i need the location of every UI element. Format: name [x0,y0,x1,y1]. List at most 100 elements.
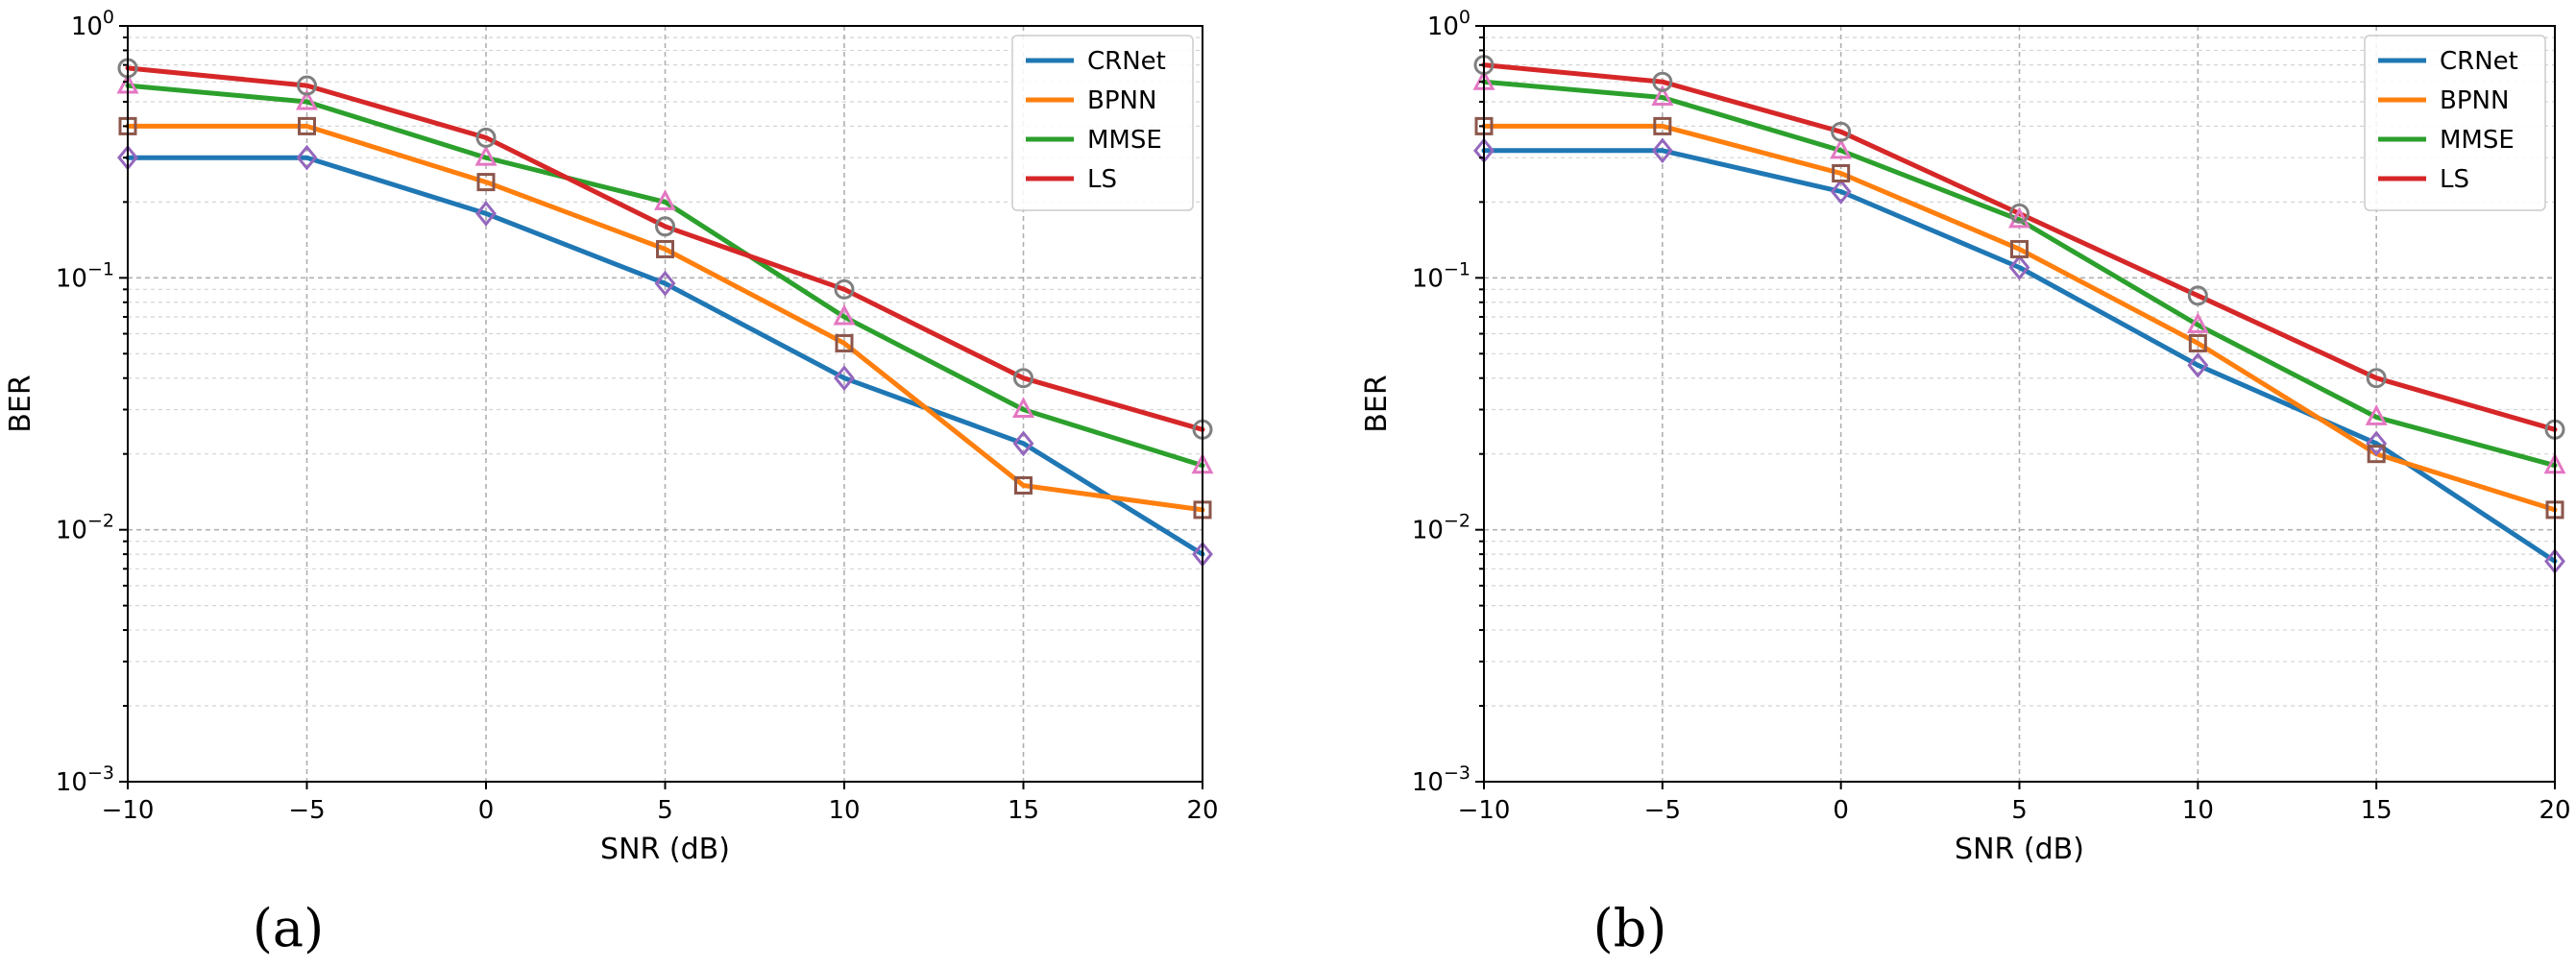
data-point-crnet [1830,179,1852,205]
data-point-crnet [1012,430,1034,457]
x-tick-label: 0 [1833,796,1849,825]
y-axis: 100 10−1 10−2 10−3 BER [4,7,128,797]
x-tick-label: 20 [1186,796,1218,825]
y-tick-label: 10−1 [56,258,114,293]
data-point-mmse [296,88,318,110]
series-line-crnet [125,155,1205,557]
series-mmse [1481,79,2558,469]
series-line-mmse [125,83,1205,469]
x-axis-label: SNR (dB) [600,833,730,866]
series-line-mmse [1481,79,2558,469]
x-tick-label: 5 [657,796,673,825]
data-point-ls [1013,368,1033,389]
y-tick-label: 10−2 [56,511,114,545]
data-point-bpnn [1832,163,1851,182]
series-crnet [125,155,1205,557]
series-line-ls [125,65,1205,432]
data-point-bpnn [835,333,854,352]
series-line-bpnn [125,123,1205,513]
legend-entry-bpnn: BPNN [2440,86,2509,115]
series-line-ls [1481,62,2558,432]
legend-entry-crnet: CRNet [1087,47,1166,76]
data-point-mmse [2008,206,2030,229]
x-tick-label: −10 [1458,796,1511,825]
panel-caption: (a) [253,898,324,958]
data-point-crnet [2008,254,2030,280]
y-axis-label: BER [4,375,37,432]
series-bpnn [125,123,1205,513]
x-tick-label: 20 [2539,796,2570,825]
x-tick-label: −5 [288,796,325,825]
data-point-crnet [475,200,497,227]
series-ls [125,65,1205,432]
data-point-mmse [654,189,676,210]
markers-mmse [1472,68,2566,474]
legend-entry-mmse: MMSE [1087,126,1162,155]
data-point-bpnn [476,173,496,192]
legend-entry-crnet: CRNet [2440,47,2518,76]
legend-entry-mmse: MMSE [2440,126,2515,155]
legend-entry-bpnn: BPNN [1087,86,1156,115]
series-line-crnet [1481,148,2558,564]
data-point-ls [475,127,497,148]
legend-entry-ls: LS [1087,165,1117,194]
x-axis: −10 −5 0 5 10 15 20 SNR (dB) [1458,782,2571,866]
x-tick-label: 15 [1008,796,1039,825]
data-point-ls [297,75,317,96]
data-point-bpnn [298,116,316,135]
x-axis-label: SNR (dB) [1955,833,2084,866]
legend: CRNet BPNN MMSE LS [2364,35,2546,211]
series-mmse [125,83,1205,469]
data-point-mmse [1651,85,1674,107]
panel-caption: (b) [1593,898,1667,958]
x-tick-label: 0 [478,796,495,825]
y-tick-label: 10−3 [1412,762,1470,797]
data-point-bpnn [1653,116,1672,135]
chart-panel-1: −10 −5 0 5 10 15 20 SNR (dB) 100 10−1 10−2 10−3 BER C… [4,7,1219,958]
data-point-mmse [1012,397,1034,419]
x-tick-label: 15 [2361,796,2393,825]
data-point-ls [1652,71,1673,92]
y-tick-label: 10−1 [1412,258,1470,293]
y-tick-label: 100 [1427,7,1470,41]
data-point-bpnn [2188,333,2207,352]
x-tick-label: −10 [102,796,155,825]
data-point-ls [655,216,675,237]
data-point-ls [2187,285,2208,306]
data-point-ls [834,278,855,300]
series-crnet [1481,148,2558,564]
y-tick-label: 10−3 [56,762,114,797]
data-point-crnet [834,365,855,392]
data-point-crnet [654,270,676,297]
data-point-crnet [296,144,318,171]
legend-box [1011,35,1194,211]
data-point-mmse [833,303,856,326]
legend-entry-ls: LS [2440,165,2469,194]
chart-panel-2: −10 −5 0 5 10 15 20 SNR (dB) 100 10−1 10−2 10−3 BER C… [1360,7,2571,958]
data-point-mmse [2186,312,2209,333]
y-tick-label: 10−2 [1412,511,1470,545]
data-point-ls [2366,368,2387,389]
y-axis: 100 10−1 10−2 10−3 BER [1360,7,1484,797]
data-point-mmse [2365,404,2388,425]
data-point-crnet [1651,137,1673,164]
x-tick-label: 10 [2182,796,2214,825]
data-point-bpnn [2367,445,2386,464]
data-point-mmse [1830,137,1853,159]
data-point-bpnn [1014,475,1033,495]
data-point-mmse [474,144,498,166]
data-point-ls [2009,203,2029,224]
data-point-crnet [2366,430,2388,457]
data-point-crnet [2187,351,2209,378]
x-axis: −10 −5 0 5 10 15 20 SNR (dB) [102,782,1219,866]
legend-box [2364,35,2546,211]
data-point-ls [1831,121,1852,142]
y-axis-label: BER [1360,375,1394,432]
x-tick-label: 5 [2011,796,2028,825]
legend: CRNet BPNN MMSE LS [1011,35,1194,211]
x-tick-label: 10 [828,796,860,825]
data-point-bpnn [656,239,674,258]
y-tick-label: 100 [71,7,114,41]
